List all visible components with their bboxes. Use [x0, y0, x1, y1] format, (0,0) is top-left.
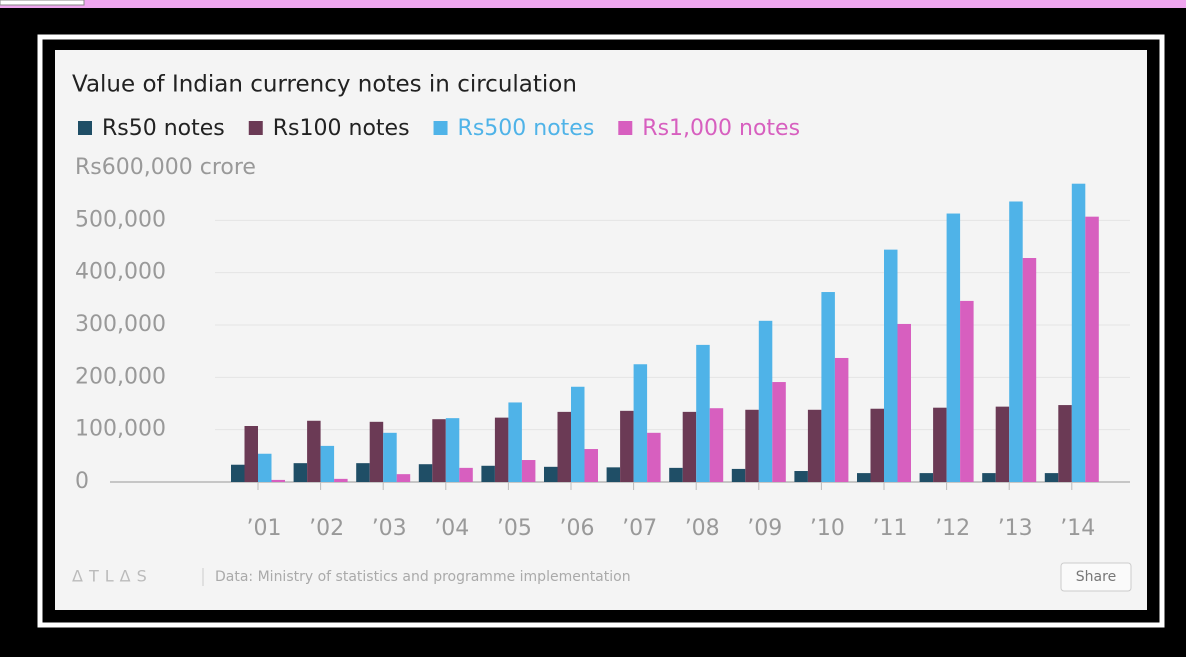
- x-tick-label: ’03: [372, 516, 407, 541]
- bar: [544, 466, 558, 482]
- x-tick-label: ’05: [497, 516, 532, 541]
- bar: [772, 382, 786, 482]
- bar: [293, 463, 308, 482]
- x-tick-label: ’14: [1060, 516, 1095, 541]
- bar: [794, 471, 808, 482]
- bar: [369, 421, 384, 482]
- y-tick-label: 200,000: [75, 364, 166, 389]
- bar: [334, 478, 348, 482]
- bar: [897, 323, 911, 482]
- bar: [633, 364, 648, 482]
- x-tick-label: ’12: [935, 516, 970, 541]
- bar: [745, 409, 759, 482]
- bar: [1022, 258, 1037, 482]
- bar: [494, 417, 509, 482]
- bar: [1085, 216, 1099, 483]
- bar: [884, 249, 898, 482]
- x-tick-label: ’08: [685, 516, 720, 541]
- bar: [731, 468, 746, 482]
- bar: [231, 464, 245, 482]
- bar: [508, 402, 522, 482]
- bar: [356, 463, 370, 482]
- bar: [870, 408, 884, 482]
- x-tick-label: ’04: [434, 516, 469, 541]
- bar: [1044, 473, 1059, 482]
- bar: [821, 292, 835, 482]
- bar: [521, 460, 536, 482]
- x-tick-label: ’02: [309, 516, 344, 541]
- x-tick-label: ’13: [998, 516, 1033, 541]
- x-tick-label: ’10: [810, 516, 845, 541]
- share-label[interactable]: Share: [1076, 569, 1116, 585]
- bar: [557, 411, 571, 482]
- x-tick-label: ’06: [560, 516, 595, 541]
- bar: [1071, 183, 1086, 482]
- y-tick-label: Rs600,000 crore: [75, 155, 256, 180]
- bar: [307, 420, 321, 482]
- bar: [682, 411, 697, 482]
- bar: [857, 473, 871, 482]
- logo: ΔTLΔS: [72, 567, 153, 586]
- legend-label: Rs50 notes: [102, 116, 225, 141]
- bar: [258, 453, 272, 482]
- bar: [834, 357, 849, 482]
- y-tick-label: 100,000: [75, 417, 166, 442]
- bar: [459, 467, 473, 482]
- share-button[interactable]: [1060, 562, 1132, 592]
- bar: [320, 445, 335, 482]
- bar: [606, 467, 621, 482]
- bar: [669, 467, 683, 482]
- y-tick-label: 400,000: [75, 260, 166, 285]
- bar: [946, 213, 961, 482]
- legend-swatch: [433, 121, 448, 135]
- bar: [571, 386, 585, 482]
- x-tick-label: ’09: [747, 516, 782, 541]
- bar: [960, 300, 974, 482]
- bar: [933, 407, 947, 482]
- bar: [919, 473, 934, 482]
- legend-swatch: [248, 121, 263, 135]
- bar: [758, 320, 773, 482]
- bar: [383, 432, 397, 482]
- bar: [445, 418, 460, 482]
- x-tick-label: ’01: [247, 516, 282, 541]
- y-tick-label: 0: [75, 469, 89, 494]
- bar: [696, 344, 710, 482]
- bar: [647, 432, 661, 482]
- bar: [396, 474, 411, 482]
- x-tick-label: ’11: [873, 516, 908, 541]
- bar: [1009, 201, 1023, 482]
- chart-title: Value of Indian currency notes in circul…: [72, 72, 577, 98]
- bar: [432, 419, 446, 482]
- legend-swatch: [618, 121, 633, 135]
- bar: [584, 449, 598, 482]
- x-tick-label: ’07: [622, 516, 657, 541]
- top-tab: [0, 0, 85, 6]
- bar: [244, 426, 258, 482]
- bar: [995, 406, 1010, 482]
- legend-label: Rs100 notes: [273, 116, 410, 141]
- y-tick-label: 300,000: [75, 312, 166, 337]
- bar: [620, 410, 634, 482]
- top-strip: [0, 0, 1186, 8]
- bar: [807, 409, 822, 482]
- legend-swatch: [78, 121, 92, 135]
- legend-label: Rs1,000 notes: [642, 116, 800, 141]
- bar: [1058, 405, 1072, 482]
- bar: [709, 408, 724, 482]
- y-tick-label: 500,000: [75, 207, 166, 232]
- bar: [982, 473, 996, 482]
- bar: [271, 479, 285, 482]
- source: Data: Ministry of statistics and program…: [215, 569, 631, 585]
- bar: [481, 465, 495, 482]
- legend-label: Rs500 notes: [458, 116, 595, 141]
- bar: [418, 464, 433, 482]
